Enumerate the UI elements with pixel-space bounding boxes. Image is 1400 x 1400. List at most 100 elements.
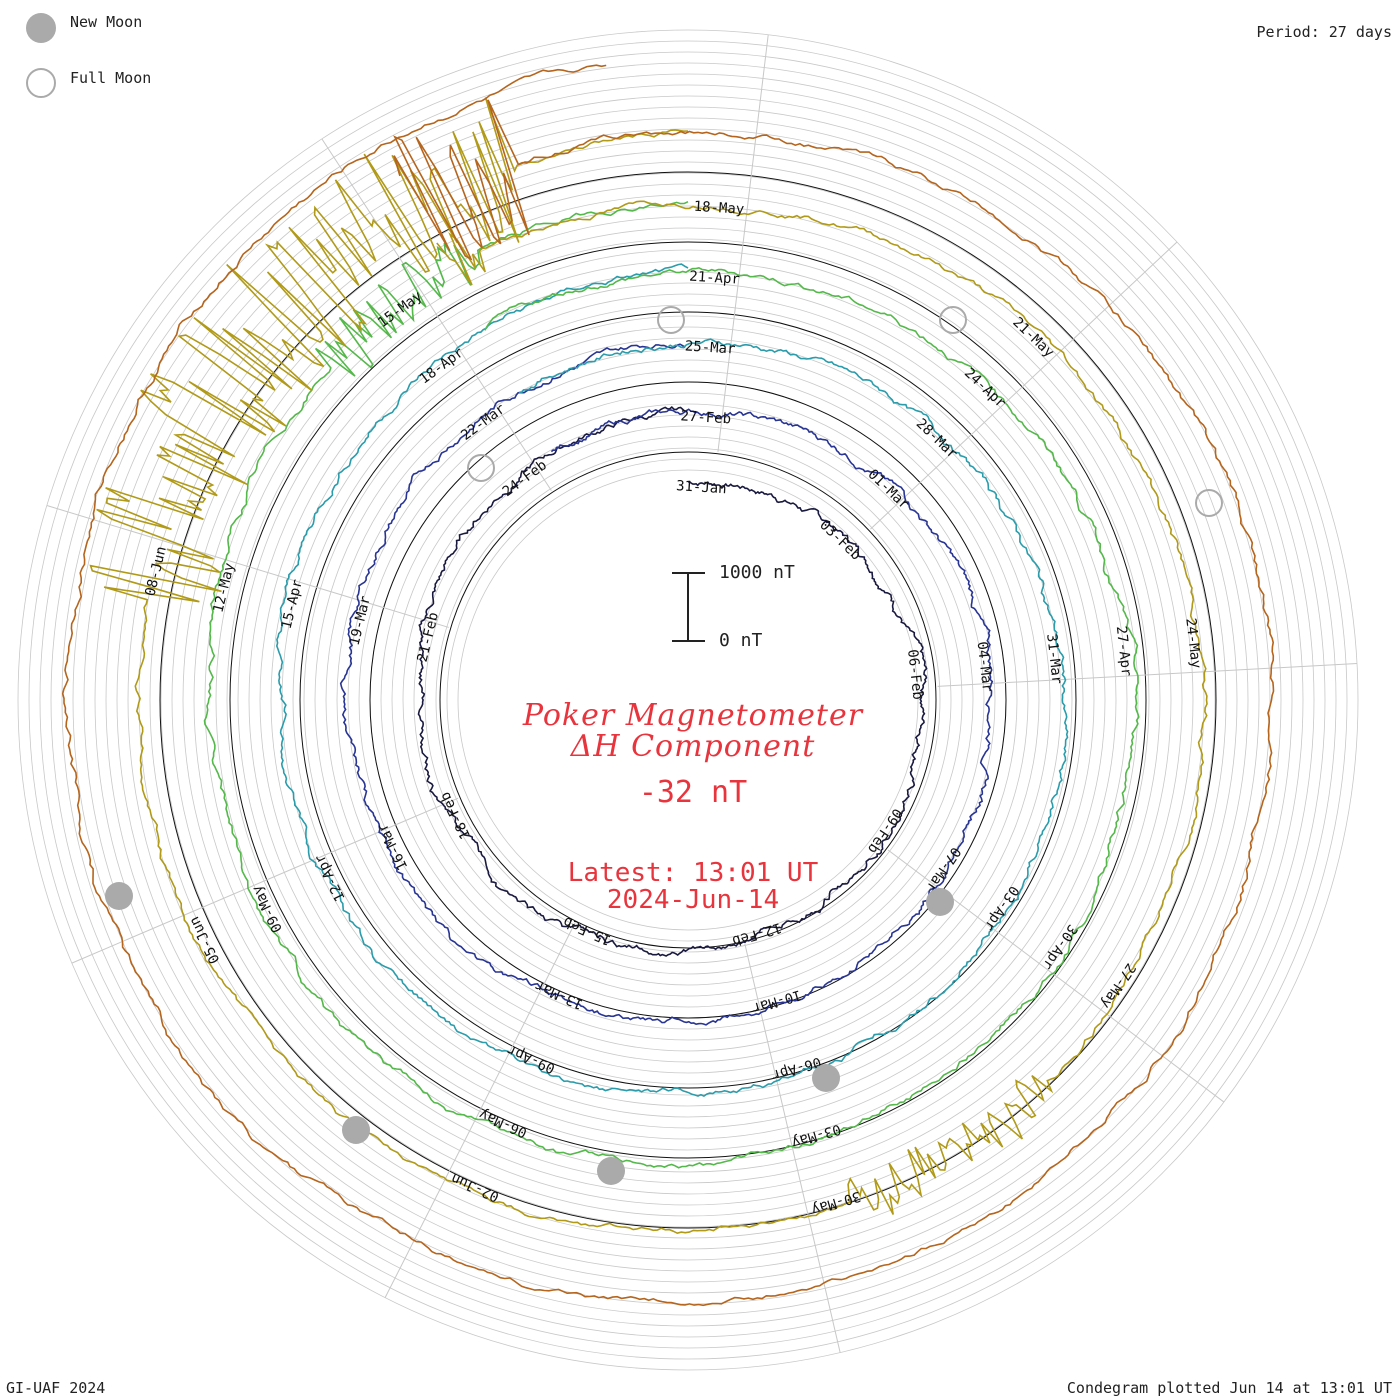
date-label: 24-May [1182,617,1204,669]
cycle-trace [61,64,1275,1307]
new-moon-marker [597,1157,625,1185]
grid-ring [435,447,941,953]
grid-ring [358,370,1018,1030]
chart-spokes [46,34,1358,1353]
full-moon-legend-label: Full Moon [70,69,152,87]
chart-title-line1: Poker Magnetometer [522,698,864,733]
date-label: 03-Feb [816,517,864,563]
full-moon-marker [657,306,685,334]
grid-ring [336,348,1040,1052]
new-moon-marker [926,888,954,916]
cycle-trace [89,97,1208,1235]
grid-spoke [744,943,841,1353]
cycle-ring [299,311,1077,1089]
grid-ring [237,249,1139,1151]
grid-spoke [71,797,459,964]
chart-grid [17,29,1359,1371]
grid-spoke [937,662,1358,687]
grid-ring [391,403,985,997]
chart-title-line2: ΔH Component [570,729,816,764]
grid-ring [105,117,1271,1283]
scale-bottom-label: 0 nT [719,630,763,651]
grid-spoke [321,138,552,491]
grid-ring [215,227,1161,1173]
date-label: 01-Mar [864,466,912,512]
grid-ring [160,172,1216,1228]
full-moon-marker [1195,489,1223,517]
grid-ring [72,84,1304,1316]
current-value: -32 nT [638,775,748,810]
date-label: 22-Mar [458,401,508,444]
grid-ring [39,51,1337,1349]
new-moon-marker [812,1064,840,1092]
grid-ring [259,271,1117,1129]
grid-ring [17,29,1359,1371]
new-moon-marker [342,1116,370,1144]
date-label: 30-May [809,1188,862,1218]
grid-ring [171,183,1205,1217]
cycle-trace [203,200,1140,1169]
date-label: 12-Feb [730,919,783,949]
grid-ring [149,161,1227,1239]
grid-ring [292,304,1084,1096]
grid-ring [61,73,1315,1327]
grid-ring [380,392,996,1008]
cycle-ring [159,171,1217,1229]
grid-ring [424,436,952,964]
grid-ring [116,128,1260,1272]
grid-spoke [384,922,576,1298]
grid-ring [402,414,974,986]
latest-date: 2024-Jun-14 [606,885,780,915]
grid-spoke [870,241,1178,530]
grid-ring [413,425,963,975]
footer-credit: GI-UAF 2024 [6,1379,106,1397]
grid-ring [270,282,1106,1118]
cycle-trace [417,406,928,957]
grid-ring [28,40,1348,1360]
grid-ring [303,315,1073,1085]
date-label: 18-Apr [417,345,467,388]
new-moon-legend-icon [26,13,56,43]
date-label: 24-Apr [961,365,1009,411]
cycle-ring [229,241,1147,1159]
date-label: 06-May [477,1106,530,1141]
full-moon-marker [939,306,967,334]
grid-ring [226,238,1150,1162]
date-label: 27-Feb [680,408,731,427]
date-label: 18-May [693,199,744,218]
grid-ring [204,216,1172,1184]
date-label: 21-Apr [689,269,740,288]
grid-spoke [46,505,449,628]
footer-plot-time: Condegram plotted Jun 14 at 13:01 UT [1066,1379,1392,1397]
scale-top-label: 1000 nT [719,562,795,583]
cycle-ring [439,451,937,949]
cycle-trace [339,343,994,1026]
grid-spoke [717,34,769,452]
grid-ring [193,205,1183,1195]
date-label: 02-Jun [449,1170,502,1205]
grid-ring [314,326,1062,1074]
date-label: 21-May [1009,314,1057,360]
grid-ring [347,359,1029,1041]
grid-ring [127,139,1249,1261]
date-label: 15-May [375,288,425,331]
date-label: 06-Feb [904,649,926,701]
latest-time: Latest: 13:01 UT [567,858,819,888]
grid-ring [50,62,1326,1338]
new-moon-legend-label: New Moon [70,13,143,31]
grid-ring [457,469,919,931]
date-label: 04-Mar [974,641,996,693]
date-label: 31-Mar [1043,633,1065,685]
date-label: 27-Apr [1113,625,1135,677]
grid-ring [248,260,1128,1140]
period-label: Period: 27 days [1256,23,1392,41]
full-moon-legend-icon [26,68,56,98]
cycle-trace [275,263,1069,1098]
new-moon-marker [105,882,133,910]
grid-ring [94,106,1282,1294]
grid-ring [182,194,1194,1206]
grid-ring [325,337,1051,1063]
chart-moon-markers [105,306,1223,1185]
grid-ring [446,458,930,942]
